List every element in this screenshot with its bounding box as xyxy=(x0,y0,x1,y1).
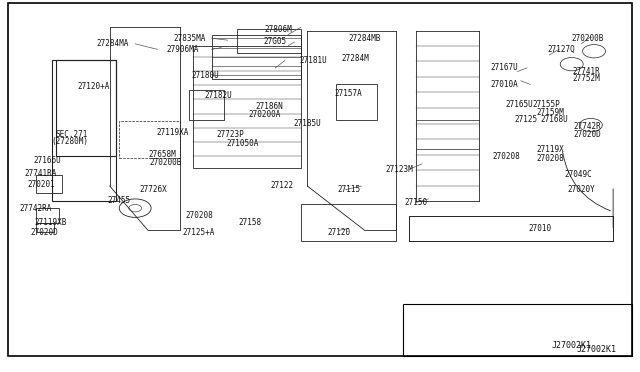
Text: 27155P: 27155P xyxy=(532,100,560,109)
Text: SEC.271: SEC.271 xyxy=(55,130,88,139)
Text: 27181U: 27181U xyxy=(300,56,328,65)
Text: 27284MB: 27284MB xyxy=(348,34,381,43)
Text: 271050A: 271050A xyxy=(226,139,259,148)
Text: 27166U: 27166U xyxy=(33,155,61,165)
Bar xyxy=(403,304,632,356)
Text: 270208: 270208 xyxy=(537,154,564,163)
Text: 27159M: 27159M xyxy=(537,108,564,117)
Bar xyxy=(237,29,301,53)
Text: 27658M: 27658M xyxy=(148,150,177,159)
Text: 27119XA: 27119XA xyxy=(156,128,188,137)
Bar xyxy=(36,175,62,193)
Text: 27158: 27158 xyxy=(238,218,262,227)
Text: 27010: 27010 xyxy=(528,224,552,233)
Text: 27182U: 27182U xyxy=(204,91,232,100)
Text: 27284MA: 27284MA xyxy=(97,39,129,48)
Text: 270200A: 270200A xyxy=(248,109,281,119)
Bar xyxy=(36,208,59,223)
Text: 27186N: 27186N xyxy=(255,102,283,111)
Text: 27020Y: 27020Y xyxy=(568,185,595,194)
Bar xyxy=(56,61,116,157)
Text: 27180U: 27180U xyxy=(191,71,219,80)
Text: 27167U: 27167U xyxy=(491,63,518,72)
Text: 27150: 27150 xyxy=(404,198,427,207)
Text: 270200B: 270200B xyxy=(572,34,604,43)
Bar xyxy=(189,90,225,119)
Bar xyxy=(52,61,116,201)
Text: 27906MA: 27906MA xyxy=(167,45,199,54)
Text: 27010A: 27010A xyxy=(491,80,518,89)
Bar xyxy=(36,223,54,232)
Text: 27455: 27455 xyxy=(108,196,131,205)
Text: 27119X: 27119X xyxy=(537,145,564,154)
Text: (27280M): (27280M) xyxy=(52,137,89,146)
Text: 27049C: 27049C xyxy=(564,170,592,179)
Text: 27168U: 27168U xyxy=(541,115,568,124)
Bar xyxy=(212,35,301,79)
Text: 27127Q: 27127Q xyxy=(547,45,575,54)
Text: 27157A: 27157A xyxy=(335,89,362,98)
Text: 27020D: 27020D xyxy=(31,228,59,237)
Text: 27284M: 27284M xyxy=(341,54,369,63)
Text: 27742R: 27742R xyxy=(573,122,602,131)
Text: 27752M: 27752M xyxy=(573,74,600,83)
Text: 27165U: 27165U xyxy=(505,100,532,109)
Text: 270200B: 270200B xyxy=(150,157,182,167)
Text: 27723P: 27723P xyxy=(217,130,244,139)
Bar xyxy=(193,46,301,167)
Text: 27741RA: 27741RA xyxy=(25,169,57,177)
Text: 27020D: 27020D xyxy=(573,130,602,139)
Text: J27002K1: J27002K1 xyxy=(552,341,592,350)
Text: 27119XB: 27119XB xyxy=(35,218,67,227)
Text: 27120+A: 27120+A xyxy=(77,82,110,91)
Text: 27115: 27115 xyxy=(337,185,360,194)
Text: 27741R: 27741R xyxy=(573,67,600,76)
Text: 27G05: 27G05 xyxy=(264,37,287,46)
Text: 27726X: 27726X xyxy=(139,185,167,194)
Text: 27806M: 27806M xyxy=(265,25,292,33)
Text: 270208: 270208 xyxy=(492,152,520,161)
Text: 27125: 27125 xyxy=(515,115,538,124)
Bar xyxy=(119,121,180,158)
Bar xyxy=(336,84,378,119)
Text: 270208: 270208 xyxy=(185,211,213,220)
Text: J27002K1: J27002K1 xyxy=(576,345,616,354)
Text: 27120: 27120 xyxy=(328,228,351,237)
Text: 27125+A: 27125+A xyxy=(183,228,215,237)
Text: 27122: 27122 xyxy=(270,182,293,190)
Text: 27123M: 27123M xyxy=(386,165,413,174)
Text: 270201: 270201 xyxy=(27,180,55,189)
Text: 27185U: 27185U xyxy=(293,119,321,128)
Text: 27742RA: 27742RA xyxy=(19,203,51,213)
Text: 27835MA: 27835MA xyxy=(173,34,205,43)
Bar xyxy=(301,205,396,241)
